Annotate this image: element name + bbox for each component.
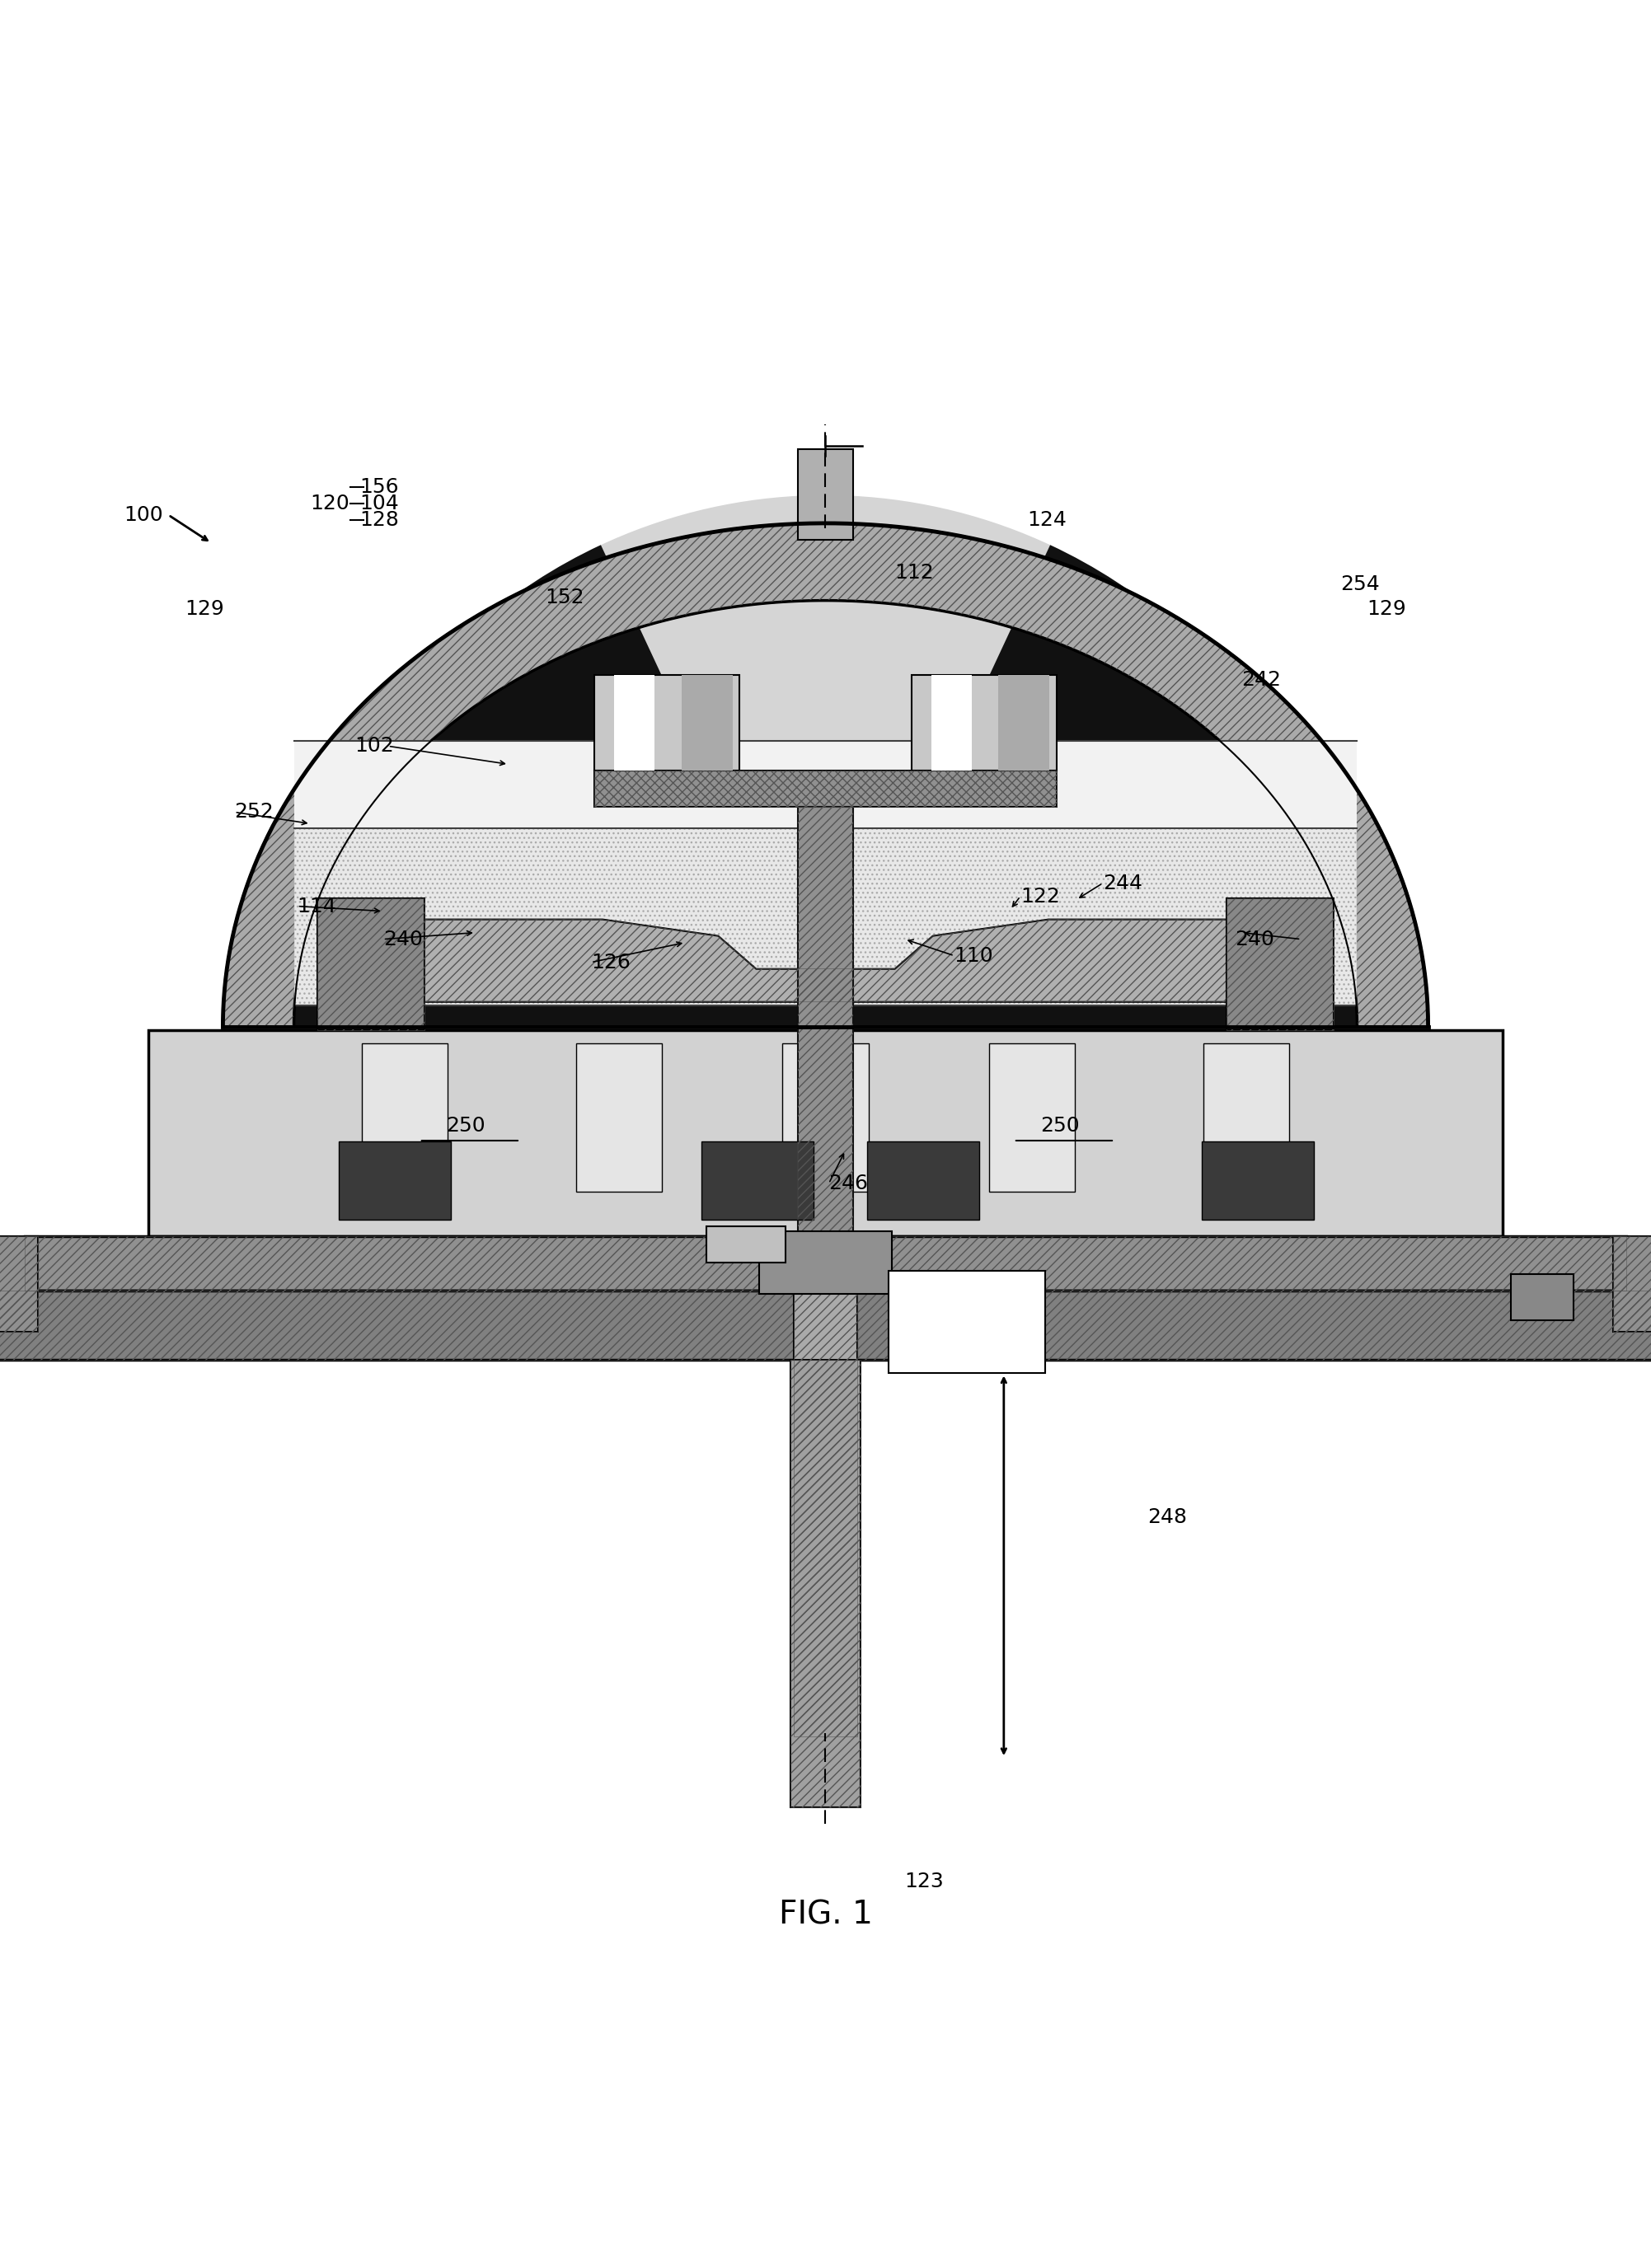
Bar	[294, 828, 1357, 1005]
Bar	[707, 1227, 786, 1263]
Text: 244: 244	[1103, 873, 1142, 894]
Polygon shape	[223, 524, 1428, 1027]
Bar	[576, 1043, 662, 1191]
Bar	[682, 676, 733, 771]
Text: 122: 122	[1020, 887, 1060, 907]
Text: 252: 252	[234, 803, 274, 821]
Bar	[0, 1236, 38, 1331]
Bar	[797, 807, 852, 1315]
Bar	[999, 676, 1050, 771]
Bar	[791, 1361, 860, 1808]
Bar	[0, 1290, 1651, 1361]
Bar	[1227, 898, 1334, 1030]
Wedge shape	[294, 544, 826, 1027]
Text: 126: 126	[591, 953, 631, 973]
Text: 242: 242	[1242, 669, 1281, 689]
Polygon shape	[330, 919, 1321, 1002]
Bar	[0, 1236, 38, 1331]
Text: 112: 112	[895, 562, 934, 583]
Bar	[759, 1232, 892, 1295]
Text: 128: 128	[360, 510, 400, 531]
Text: 246: 246	[829, 1173, 868, 1193]
Bar	[0, 1290, 1651, 1361]
Text: 250: 250	[446, 1116, 485, 1136]
Text: 254: 254	[1341, 574, 1380, 594]
Text: 114: 114	[297, 896, 337, 916]
Bar	[791, 1361, 860, 1808]
Bar	[797, 807, 852, 1315]
Bar	[614, 676, 655, 771]
Bar	[931, 676, 972, 771]
Text: 110: 110	[954, 946, 994, 966]
Bar	[1202, 1141, 1314, 1220]
Bar	[149, 1030, 1502, 1236]
Bar	[989, 1043, 1075, 1191]
Bar	[1227, 898, 1334, 1030]
Text: 129: 129	[1367, 599, 1407, 619]
Text: 240: 240	[1235, 930, 1275, 948]
Wedge shape	[826, 544, 1357, 1027]
Text: 156: 156	[360, 476, 400, 497]
Text: 129: 129	[185, 599, 225, 619]
Bar	[1613, 1236, 1651, 1331]
Bar	[594, 771, 1057, 807]
Text: FIG. 1: FIG. 1	[779, 1898, 872, 1930]
Bar	[702, 1141, 814, 1220]
Bar	[794, 1236, 857, 1737]
Bar	[888, 1270, 1045, 1374]
Wedge shape	[294, 494, 1357, 1027]
Bar	[317, 898, 424, 1030]
Bar	[338, 1141, 451, 1220]
Bar	[783, 1043, 868, 1191]
Text: 250: 250	[1040, 1116, 1080, 1136]
Bar	[594, 771, 1057, 807]
Text: 102: 102	[355, 737, 395, 755]
Bar	[294, 828, 1357, 1005]
Bar	[25, 1236, 1626, 1290]
Bar	[1613, 1236, 1651, 1331]
Bar	[794, 1236, 857, 1737]
Text: 123: 123	[905, 1871, 944, 1892]
Text: 248: 248	[1147, 1506, 1187, 1526]
Text: 240: 240	[383, 930, 423, 948]
Bar	[317, 898, 424, 1030]
Bar	[911, 676, 1057, 771]
Text: 100: 100	[124, 506, 163, 524]
Bar	[294, 742, 1357, 828]
Text: 104: 104	[360, 494, 400, 513]
Bar	[1204, 1043, 1289, 1191]
Bar	[797, 449, 852, 540]
Bar	[867, 1141, 979, 1220]
Text: 124: 124	[1027, 510, 1067, 531]
Bar	[594, 676, 740, 771]
Bar	[362, 1043, 447, 1191]
Text: 120: 120	[310, 494, 350, 513]
Bar	[1511, 1275, 1573, 1320]
Bar	[25, 1236, 1626, 1290]
Text: 152: 152	[545, 587, 584, 608]
